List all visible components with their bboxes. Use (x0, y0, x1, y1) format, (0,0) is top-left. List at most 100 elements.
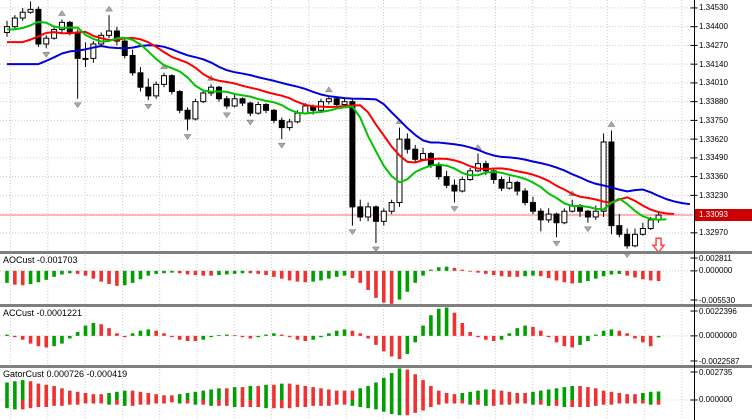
ac-histogram-bar (334, 330, 339, 336)
ac-histogram-bar (546, 335, 551, 338)
gator-bottom-bar (272, 399, 276, 409)
candle-body (624, 233, 631, 247)
ac-histogram-bar (468, 332, 472, 336)
price-axis-label: 1.34010 (699, 78, 728, 88)
ac-histogram-bar (311, 335, 315, 340)
gator-top-bar (586, 387, 590, 400)
gator-bottom-bar (586, 399, 590, 408)
gator-top-bar (130, 390, 135, 400)
gator-bottom-bar (13, 399, 17, 410)
gator-bottom-bar (60, 399, 64, 406)
price-axis-label: 1.34530 (699, 3, 728, 13)
gator-top-bar (374, 382, 378, 400)
gator-bottom-bar (350, 399, 355, 406)
gator-bottom-bar (256, 399, 260, 408)
gator-bottom-bar (193, 399, 198, 405)
candle-body (608, 141, 615, 227)
ao-histogram-bar (523, 270, 527, 277)
gator-top-bar (460, 392, 465, 400)
candle-body (498, 178, 505, 189)
ao-histogram-bar (303, 270, 308, 283)
gator-bottom-bar (656, 399, 661, 405)
candle-body (286, 121, 293, 129)
gator-bottom-bar (476, 399, 480, 405)
candle-body (294, 112, 301, 123)
ac-histogram-bar (499, 335, 504, 340)
gator-top-bar (225, 388, 229, 400)
ao-histogram-bar (444, 266, 449, 271)
candle-body (396, 138, 403, 204)
ac-histogram-bar (444, 307, 449, 336)
ac-histogram-bar (130, 333, 135, 336)
gator-bottom-bar (405, 399, 410, 416)
candle-body (231, 98, 238, 107)
candle-body (90, 43, 97, 59)
candle-body (349, 101, 356, 208)
ac-histogram-bar (170, 335, 174, 338)
gator-bottom-bar (130, 399, 135, 406)
gator-top-bar (625, 394, 629, 400)
gator-top-bar (405, 369, 410, 400)
candle-body (192, 101, 199, 120)
ao-histogram-bar (162, 270, 166, 274)
ao-histogram-bar (52, 270, 56, 277)
gator-top-bar (138, 391, 143, 400)
panel-separator (0, 365, 752, 368)
gator-bottom-bar (185, 399, 190, 404)
gator-bottom-bar (413, 399, 417, 413)
ac-histogram-bar (476, 335, 480, 338)
candle-body (58, 21, 65, 31)
fractal-up-icon (324, 86, 333, 93)
ac-histogram-bar (601, 330, 606, 336)
gator-top-bar (523, 392, 527, 400)
gator-top-bar (170, 395, 174, 400)
ac-histogram-bar (617, 330, 622, 336)
gator-top-bar (303, 385, 308, 400)
ao-histogram-bar (648, 270, 653, 281)
gator-top-bar (60, 388, 64, 400)
candle-body (113, 30, 120, 42)
ao-histogram-bar (68, 270, 72, 274)
price-axis-label: 1.33230 (699, 190, 728, 200)
gator-bottom-bar (225, 399, 229, 406)
candle-body (404, 138, 411, 150)
candle-body (255, 104, 262, 114)
gator-bottom-bar (609, 399, 614, 405)
gator-bottom-bar (279, 399, 284, 409)
candle-body (372, 206, 379, 222)
gator-top-bar (546, 389, 551, 400)
gator-bottom-bar (177, 399, 182, 404)
gator-top-bar (350, 390, 355, 400)
gator-bottom-bar (28, 399, 33, 409)
ac-histogram-bar (264, 334, 268, 336)
ac-histogram-bar (91, 322, 96, 336)
ac-histogram-bar (185, 335, 190, 342)
gator-top-bar (287, 383, 292, 400)
ao-histogram-bar (382, 270, 386, 303)
candle-body (459, 178, 466, 192)
gator-bottom-bar (484, 399, 488, 406)
gator-top-bar (193, 391, 198, 400)
candle-body (19, 11, 26, 19)
gator-top-bar (272, 384, 276, 400)
ao-histogram-bar (436, 267, 441, 271)
price-axis-label: 1.34270 (699, 40, 728, 50)
ao-histogram-bar (75, 270, 80, 274)
current-price-tag: 1.33093 (695, 209, 752, 222)
ao-histogram-bar (193, 270, 198, 276)
gator-bottom-bar (491, 399, 496, 406)
ac-histogram-bar (122, 335, 127, 338)
gator-top-bar (185, 392, 190, 400)
gator-bottom-bar (99, 399, 103, 404)
ao-histogram-bar (44, 270, 49, 280)
fractal-up-icon (607, 121, 616, 127)
candle-body (223, 98, 230, 107)
gator-top-bar (476, 390, 480, 400)
ao-histogram-bar (91, 270, 96, 279)
gator-top-bar (217, 388, 221, 400)
gator-top-bar (248, 385, 253, 400)
gator-top-bar (617, 392, 622, 400)
gator-bottom-bar (452, 399, 457, 404)
gator-top-bar (75, 391, 80, 400)
